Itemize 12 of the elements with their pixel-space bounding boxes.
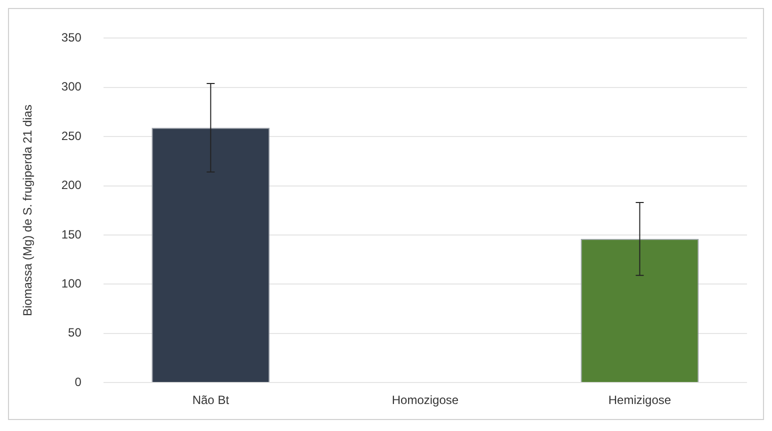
y-axis-title: Biomassa (Mg) de S. frugiperda 21 dias (20, 104, 35, 316)
y-tick-label: 150 (61, 227, 82, 242)
y-tick-label: 50 (68, 326, 82, 340)
y-tick-label: 300 (61, 80, 82, 94)
y-tick-label: 350 (61, 30, 82, 45)
y-tick-label: 250 (61, 128, 82, 143)
x-tick-label: Hemizigose (608, 393, 672, 408)
x-tick-label: Não Bt (192, 393, 230, 408)
y-tick-label: 200 (61, 178, 82, 192)
x-tick-label: Homozigose (392, 393, 459, 408)
y-tick-label: 0 (74, 374, 82, 389)
y-tick-label: 100 (61, 276, 82, 291)
